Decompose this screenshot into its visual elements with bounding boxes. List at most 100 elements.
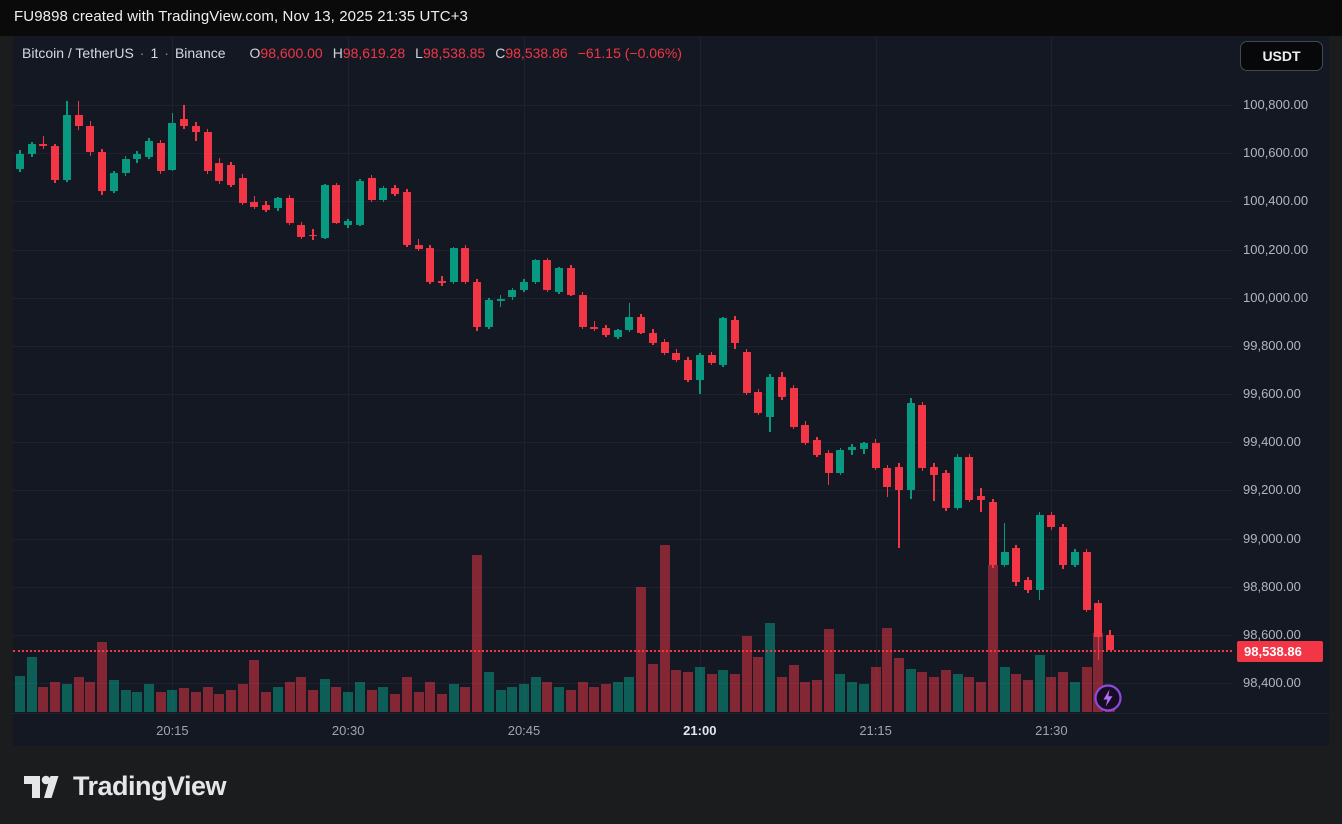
- symbol-header[interactable]: Bitcoin / TetherUS · 1 · Binance O98,600.00 H9…: [22, 45, 682, 61]
- volume-bar: [1011, 674, 1022, 712]
- volume-bar: [999, 667, 1010, 712]
- candle: [86, 126, 95, 153]
- volume-bar: [319, 679, 330, 712]
- candle: [320, 185, 329, 238]
- volume-bar: [1093, 633, 1104, 712]
- candle: [391, 188, 400, 194]
- tradingview-logo[interactable]: TradingView: [22, 766, 227, 806]
- candle: [27, 143, 36, 154]
- candle-wick: [183, 104, 185, 129]
- price-axis[interactable]: 100,800.00 100,600.00 100,400.00 100,200.00…: [1232, 36, 1329, 713]
- candle: [461, 248, 470, 283]
- price-tick-label: 99,000.00: [1243, 530, 1301, 546]
- volume-bar: [155, 692, 166, 712]
- candle: [144, 140, 153, 157]
- candle: [473, 281, 482, 328]
- volume-bar: [38, 687, 49, 712]
- candle-wick: [312, 229, 314, 240]
- volume-bar: [507, 687, 518, 712]
- volume-bar: [659, 545, 670, 712]
- volume-bar: [378, 687, 389, 712]
- volume-bar: [671, 670, 682, 712]
- time-tick-label: 21:30: [1035, 723, 1068, 738]
- price-tick-label: 99,200.00: [1243, 482, 1301, 498]
- candle: [555, 268, 564, 293]
- candle: [508, 290, 517, 298]
- change-value: −61.15 (−0.06%): [577, 45, 682, 61]
- volume-bar: [226, 690, 236, 712]
- volume-bar: [554, 687, 565, 712]
- candle: [672, 352, 681, 361]
- low-value: 98,538.85: [422, 45, 486, 61]
- price-tick-label: 100,800.00: [1243, 97, 1309, 112]
- volume-bar: [1069, 682, 1080, 712]
- candle: [379, 188, 388, 200]
- volume-bar: [706, 674, 717, 712]
- current-price-line: [13, 650, 1232, 652]
- candle: [297, 224, 306, 237]
- volume-bar: [565, 690, 576, 712]
- volume-bar: [26, 657, 37, 712]
- interval-value[interactable]: 1: [150, 45, 159, 61]
- candle: [602, 328, 611, 336]
- volume-bar: [366, 690, 377, 712]
- candle: [590, 327, 599, 329]
- candle: [437, 280, 446, 284]
- exchange-name[interactable]: Binance: [174, 45, 226, 61]
- volume-bar: [202, 687, 213, 712]
- volume-bar: [61, 684, 72, 712]
- candle: [848, 447, 857, 451]
- volume-bar: [495, 690, 506, 712]
- volume-bar: [296, 677, 307, 712]
- volume-bar: [870, 667, 881, 712]
- currency-toggle-button[interactable]: USDT: [1240, 41, 1323, 71]
- candle: [285, 198, 294, 223]
- volume-bar: [448, 684, 459, 712]
- chart-plot[interactable]: [13, 36, 1232, 713]
- time-axis[interactable]: 20:15 20:30 20:45 21:00 21:15 21:30: [13, 713, 1329, 746]
- horizontal-gridline: [13, 297, 1232, 299]
- candle: [730, 319, 739, 343]
- volume-bar: [718, 670, 729, 712]
- candle: [789, 388, 798, 427]
- candle: [1023, 580, 1032, 591]
- price-tick-label: 98,400.00: [1243, 675, 1301, 691]
- open-value: 98,600.00: [260, 45, 323, 61]
- volume-bar: [85, 682, 96, 712]
- candle: [660, 342, 669, 353]
- volume-bar: [929, 677, 940, 712]
- candle: [449, 248, 458, 282]
- volume-bar: [132, 692, 143, 712]
- vertical-gridline: [524, 36, 525, 713]
- candle: [742, 351, 751, 393]
- vertical-gridline: [348, 36, 350, 713]
- candle: [133, 154, 142, 160]
- lightning-badge-icon[interactable]: [1093, 683, 1123, 713]
- candle: [578, 294, 587, 328]
- price-tick-label: 99,400.00: [1243, 434, 1301, 450]
- volume-bar: [741, 636, 752, 712]
- time-tick-label: 20:15: [156, 723, 189, 738]
- chart-pane[interactable]: Bitcoin / TetherUS · 1 · Binance O98,600.00 H9…: [13, 36, 1329, 746]
- candle: [859, 443, 868, 449]
- symbol-name[interactable]: Bitcoin / TetherUS: [22, 45, 134, 61]
- horizontal-gridline: [13, 153, 1232, 155]
- volume-bar: [354, 682, 365, 712]
- candle-wick: [933, 463, 935, 501]
- volume-bar: [765, 623, 776, 712]
- price-tick-label: 100,600.00: [1243, 145, 1309, 161]
- horizontal-gridline: [13, 345, 1232, 347]
- volume-bar: [647, 664, 658, 712]
- volume-bar: [190, 692, 201, 712]
- volume-bar: [612, 682, 623, 712]
- candle: [1082, 552, 1091, 611]
- horizontal-gridline: [13, 538, 1232, 540]
- volume-bar: [436, 694, 447, 712]
- volume-bar: [1034, 655, 1045, 712]
- candle: [402, 191, 411, 245]
- volume-bar: [905, 669, 916, 712]
- candle: [121, 159, 130, 174]
- separator-dot: ·: [139, 45, 145, 61]
- volume-bar: [308, 690, 319, 712]
- horizontal-gridline: [13, 442, 1232, 444]
